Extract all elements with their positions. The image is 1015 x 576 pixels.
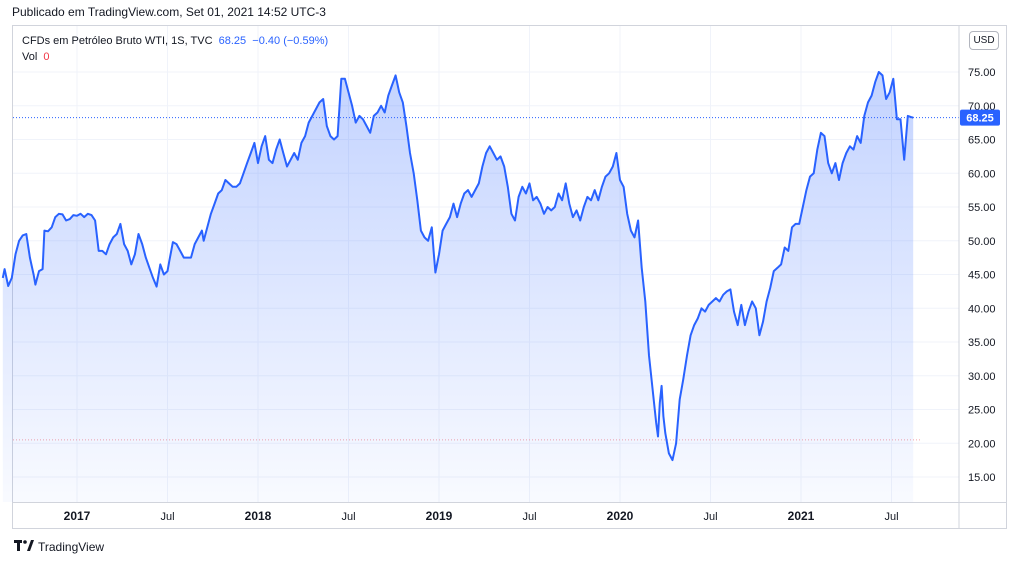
x-tick-label: Jul bbox=[160, 511, 174, 523]
change-percent: (−0.59%) bbox=[283, 35, 329, 47]
y-axis[interactable]: 15.00 20.00 25.00 30.00 35.00 40.00 45.00 50.00… bbox=[958, 26, 1000, 528]
volume-label: Vol bbox=[22, 51, 38, 63]
chart-legend: CFDs em Petróleo Bruto WTI, 1S, TVC 68.2… bbox=[22, 33, 328, 65]
area-fill bbox=[2, 72, 914, 502]
x-tick-label: 2017 bbox=[64, 509, 91, 523]
currency-button[interactable]: USD bbox=[969, 31, 999, 50]
x-tick-label: 2018 bbox=[245, 509, 272, 523]
y-tick-label: 55.00 bbox=[968, 202, 996, 214]
y-tick-label: 60.00 bbox=[968, 168, 996, 180]
footer-brand[interactable]: TradingView bbox=[14, 540, 104, 554]
x-axis[interactable]: 2017 Jul 2018 Jul 2019 Jul 2020 Jul 2021 Jul bbox=[13, 502, 1006, 524]
x-tick-label: Jul bbox=[703, 511, 717, 523]
x-tick-label: 2019 bbox=[426, 509, 453, 523]
last-price-label: 68.25 bbox=[966, 113, 994, 125]
x-tick-label: Jul bbox=[522, 511, 536, 523]
y-tick-label: 35.00 bbox=[968, 337, 996, 349]
change-value: −0.40 bbox=[252, 35, 281, 47]
y-tick-label: 25.00 bbox=[968, 405, 996, 417]
x-tick-label: 2021 bbox=[788, 509, 815, 523]
x-tick-label: 2020 bbox=[607, 509, 634, 523]
footer-brand-name: TradingView bbox=[38, 540, 105, 554]
price-line bbox=[1, 71, 959, 462]
y-tick-label: 15.00 bbox=[968, 472, 996, 484]
y-tick-label: 40.00 bbox=[968, 303, 996, 315]
y-tick-label: 75.00 bbox=[968, 67, 996, 79]
tradingview-logo-icon bbox=[14, 540, 34, 554]
symbol-description: CFDs em Petróleo Bruto WTI, 1S, TVC bbox=[22, 35, 213, 47]
y-tick-label: 65.00 bbox=[968, 135, 996, 147]
legend-symbol-row[interactable]: CFDs em Petróleo Bruto WTI, 1S, TVC 68.2… bbox=[22, 33, 328, 49]
y-tick-label: 20.00 bbox=[968, 438, 996, 450]
last-price-badge bbox=[960, 109, 1000, 126]
price-area bbox=[2, 72, 914, 502]
y-tick-label: 45.00 bbox=[968, 270, 996, 282]
x-tick-label: Jul bbox=[884, 511, 898, 523]
y-tick-label: 50.00 bbox=[968, 236, 996, 248]
y-tick-label: 30.00 bbox=[968, 371, 996, 383]
x-tick-label: Jul bbox=[341, 511, 355, 523]
published-caption: Publicado em TradingView.com, Set 01, 20… bbox=[12, 5, 326, 19]
last-value: 68.25 bbox=[218, 35, 247, 47]
legend-volume-row[interactable]: Vol 0 bbox=[22, 49, 328, 65]
series-line bbox=[1, 71, 914, 462]
volume-value: 0 bbox=[43, 51, 50, 63]
